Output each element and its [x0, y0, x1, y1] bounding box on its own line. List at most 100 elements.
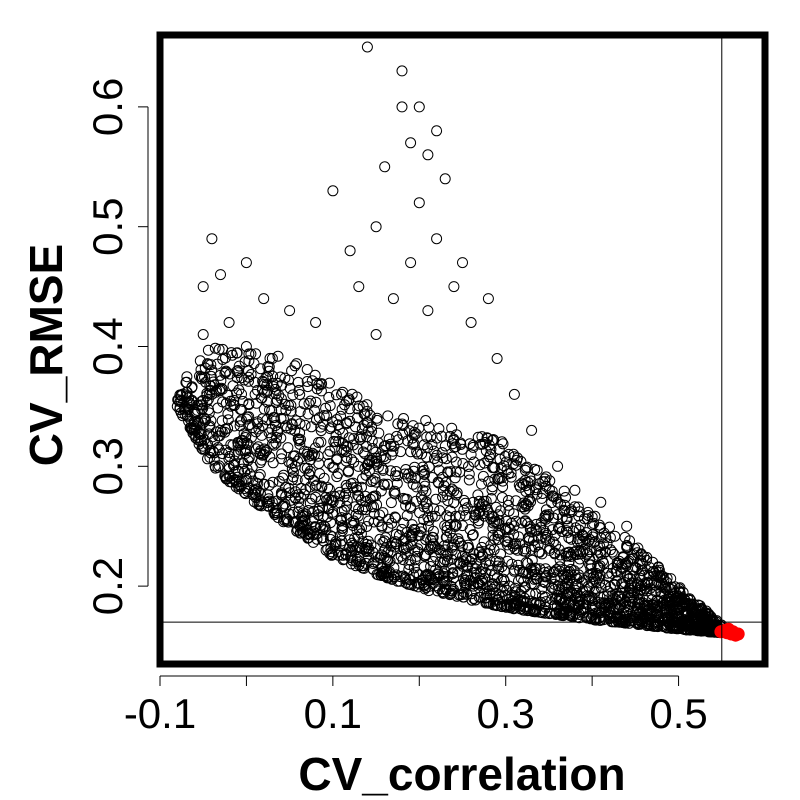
data-point — [371, 412, 383, 424]
highlight-layer — [714, 622, 745, 642]
data-point — [674, 623, 685, 634]
data-point — [436, 447, 448, 458]
data-point — [342, 466, 354, 478]
data-point — [573, 572, 585, 584]
data-point — [339, 399, 351, 411]
data-point — [374, 533, 386, 545]
data-point — [348, 433, 360, 445]
data-point — [448, 497, 460, 509]
data-point — [267, 438, 278, 450]
data-point — [365, 476, 377, 488]
data-point — [508, 520, 520, 532]
data-point — [510, 459, 522, 471]
data-point — [289, 517, 301, 529]
data-point — [182, 410, 194, 422]
data-point — [287, 389, 299, 401]
data-point — [482, 504, 493, 515]
data-point — [240, 257, 252, 269]
data-point — [631, 577, 643, 589]
data-point — [554, 561, 566, 573]
data-point — [536, 548, 548, 560]
data-point — [309, 521, 321, 533]
data-point — [317, 502, 328, 514]
data-point — [395, 446, 407, 458]
data-point — [268, 439, 280, 451]
y-tick-label: 0.2 — [84, 557, 131, 615]
data-point — [463, 542, 475, 553]
data-point — [361, 521, 373, 532]
data-point — [310, 480, 321, 492]
data-point — [556, 526, 568, 537]
data-point — [284, 508, 296, 520]
data-point — [382, 521, 394, 533]
data-point — [276, 379, 288, 391]
data-point — [343, 432, 355, 444]
data-point — [354, 433, 366, 445]
data-point — [622, 591, 633, 603]
data-point — [422, 149, 434, 161]
data-point — [249, 388, 261, 400]
data-point — [554, 565, 566, 577]
data-point — [469, 572, 481, 583]
data-point — [372, 461, 384, 473]
data-point — [215, 382, 227, 394]
data-point — [617, 551, 629, 563]
data-point — [279, 372, 291, 384]
data-point — [510, 515, 522, 527]
data-point — [475, 591, 487, 603]
data-point — [524, 523, 536, 535]
data-point — [599, 546, 611, 558]
data-point — [324, 445, 336, 457]
data-point — [566, 506, 578, 518]
data-point — [197, 329, 209, 340]
data-point — [433, 477, 445, 489]
data-point — [574, 535, 586, 547]
data-point — [194, 355, 206, 367]
data-point — [207, 445, 219, 457]
data-point — [480, 567, 492, 579]
data-point — [275, 432, 287, 444]
data-point — [558, 504, 570, 516]
data-point — [380, 453, 392, 464]
data-point — [335, 515, 347, 527]
data-point — [448, 433, 460, 445]
data-point — [220, 472, 232, 484]
data-point — [291, 474, 303, 486]
data-point — [502, 555, 514, 567]
data-point — [353, 490, 365, 502]
data-point — [232, 448, 244, 460]
data-point — [573, 591, 585, 603]
data-point — [427, 556, 439, 567]
data-point — [357, 446, 369, 458]
data-point — [309, 369, 321, 381]
data-point — [376, 521, 388, 533]
data-point — [605, 544, 616, 556]
y-axis-title: CV_RMSE — [20, 244, 72, 466]
data-point — [503, 505, 515, 517]
data-point — [434, 570, 446, 582]
data-point — [441, 531, 453, 543]
data-point — [327, 185, 339, 197]
data-point — [262, 500, 274, 512]
data-point — [615, 615, 627, 627]
data-point — [334, 490, 346, 502]
data-point — [248, 496, 260, 508]
axis-layer: -0.1 0.1 0.3 0.5 0.2 0.3 0.4 0.5 0.6 — [84, 78, 708, 737]
data-point — [415, 522, 427, 534]
data-point — [525, 475, 537, 487]
data-point — [206, 388, 218, 400]
data-point — [411, 481, 422, 493]
data-point — [310, 396, 322, 408]
data-point — [638, 569, 650, 581]
data-point — [254, 488, 266, 499]
data-point — [423, 580, 435, 592]
data-point — [434, 505, 446, 517]
data-point — [594, 519, 605, 531]
data-point — [477, 550, 489, 562]
data-point — [454, 510, 466, 522]
data-point — [222, 408, 234, 420]
data-point — [576, 577, 588, 589]
data-point — [336, 444, 348, 456]
data-point — [467, 529, 478, 541]
data-point — [246, 422, 258, 434]
